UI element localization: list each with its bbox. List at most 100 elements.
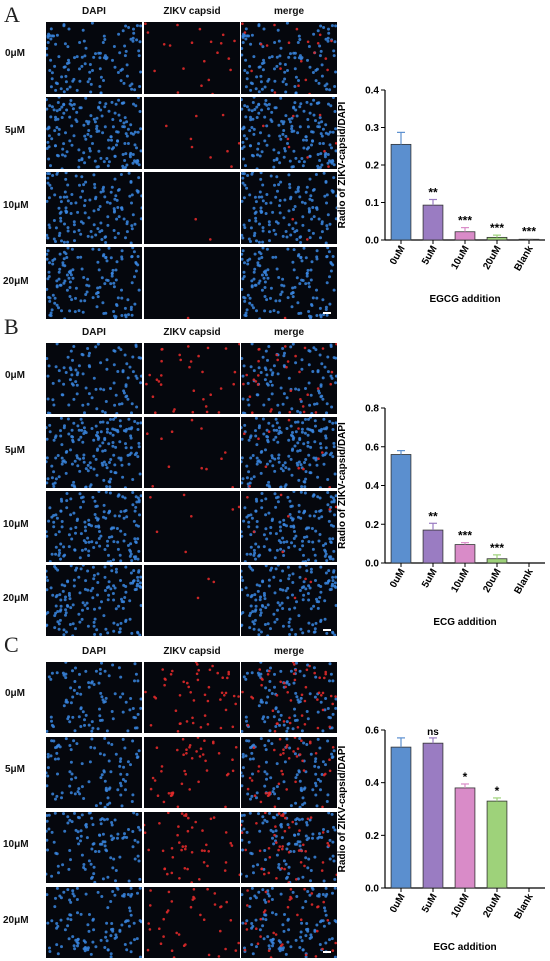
y-tick-label: 0.0 xyxy=(365,236,379,247)
y-axis-label: Radio of ZIKV-capsid/DAPI xyxy=(337,745,348,872)
y-tick-label: 0.4 xyxy=(365,86,379,97)
zikv-capsid-image xyxy=(144,491,240,562)
y-tick-label: 0.1 xyxy=(365,198,379,209)
x-tick-label: 0uM xyxy=(388,244,408,267)
dapi-image xyxy=(46,22,142,94)
x-axis-label: ECG addition xyxy=(433,617,496,628)
x-tick-label: 10uM xyxy=(449,244,471,272)
x-tick-label: 20uM xyxy=(481,244,503,272)
merge-image xyxy=(241,343,337,414)
merge-image xyxy=(241,887,337,958)
x-tick-label: 5uM xyxy=(420,892,440,915)
significance-label: *** xyxy=(490,221,504,235)
column-header-dapi: DAPI xyxy=(82,646,106,657)
dapi-image xyxy=(46,172,142,244)
zikv-capsid-image xyxy=(144,737,240,808)
x-tick-label: Blank xyxy=(512,244,535,273)
column-header-dapi: DAPI xyxy=(82,6,106,17)
bar-5uM xyxy=(422,529,444,564)
bar-10uM xyxy=(454,231,476,241)
merge-image xyxy=(241,247,337,319)
x-tick-label: Blank xyxy=(512,892,535,921)
zikv-capsid-image xyxy=(144,812,240,883)
dapi-image xyxy=(46,812,142,883)
bar-0uM xyxy=(390,143,412,241)
x-axis-label: EGCG addition xyxy=(429,294,500,305)
panel-letter: B xyxy=(4,314,19,339)
merge-image xyxy=(241,662,337,733)
column-header-merge: merge xyxy=(273,6,304,17)
row-label: 20μM xyxy=(3,915,29,926)
merge-image xyxy=(241,97,337,169)
merge-image xyxy=(241,565,337,636)
bar-20uM xyxy=(486,236,508,241)
y-tick-label: 0.6 xyxy=(365,726,379,737)
y-tick-label: 0.0 xyxy=(365,884,379,895)
dapi-image xyxy=(46,343,142,414)
dapi-image xyxy=(46,737,142,808)
row-label: 0μM xyxy=(5,370,26,381)
dapi-image xyxy=(46,417,142,488)
column-header-zikv: ZIKV capsid xyxy=(163,646,221,657)
x-tick-label: 0uM xyxy=(388,567,408,590)
significance-label: ** xyxy=(428,509,438,523)
bar-10uM xyxy=(454,787,476,889)
y-axis-label: Radio of ZIKV-capsid/DAPI xyxy=(337,422,348,549)
row-label: 10μM xyxy=(3,200,29,211)
merge-image xyxy=(241,812,337,883)
bar-20uM xyxy=(486,558,508,564)
panel-letter: C xyxy=(4,632,19,657)
bar-5uM xyxy=(422,204,444,241)
zikv-capsid-image xyxy=(144,247,240,319)
row-label: 0μM xyxy=(5,688,26,699)
zikv-capsid-image xyxy=(144,343,240,414)
row-label: 5μM xyxy=(5,764,26,775)
dapi-image xyxy=(46,247,142,319)
bar-chart: Radio of ZIKV-capsid/DAPI 0.0 0.2 0.4 0.6 0.8… xyxy=(337,404,545,628)
x-tick-label: 5uM xyxy=(420,244,440,267)
significance-label: *** xyxy=(458,214,472,228)
x-tick-label: Blank xyxy=(512,567,535,596)
x-axis-label: EGC addition xyxy=(433,942,496,953)
x-tick-label: 10uM xyxy=(449,567,471,595)
dapi-image xyxy=(46,662,142,733)
dapi-image xyxy=(46,565,142,636)
y-tick-label: 0.2 xyxy=(365,831,379,842)
significance-label: * xyxy=(463,770,468,784)
bar-0uM xyxy=(390,746,412,889)
merge-image xyxy=(241,737,337,808)
row-label: 5μM xyxy=(5,125,26,136)
bar-Blank xyxy=(518,238,540,241)
y-tick-label: 0.4 xyxy=(365,481,379,492)
x-tick-label: 0uM xyxy=(388,892,408,915)
significance-label: *** xyxy=(458,529,472,543)
column-header-zikv: ZIKV capsid xyxy=(163,6,221,17)
significance-label: ns xyxy=(427,727,439,738)
row-label: 20μM xyxy=(3,593,29,604)
bar-20uM xyxy=(486,800,508,889)
bar-5uM xyxy=(422,742,444,889)
significance-label: *** xyxy=(522,225,536,239)
row-label: 0μM xyxy=(5,48,26,59)
zikv-capsid-image xyxy=(144,417,240,488)
zikv-capsid-image xyxy=(144,662,240,733)
zikv-capsid-image xyxy=(144,887,240,958)
zikv-capsid-image xyxy=(144,565,240,636)
y-tick-label: 0.6 xyxy=(365,442,379,453)
dapi-image xyxy=(46,491,142,562)
row-label: 20μM xyxy=(3,276,29,287)
dapi-image xyxy=(46,97,142,169)
column-header-dapi: DAPI xyxy=(82,327,106,338)
row-label: 10μM xyxy=(3,519,29,530)
bar-chart: Radio of ZIKV-capsid/DAPI 0.0 0.2 0.4 0.6 0uM… xyxy=(337,726,545,953)
y-axis-label: Radio of ZIKV-capsid/DAPI xyxy=(337,101,348,228)
x-tick-label: 10uM xyxy=(449,892,471,920)
merge-image xyxy=(241,491,337,562)
column-header-merge: merge xyxy=(273,327,304,338)
column-header-zikv: ZIKV capsid xyxy=(163,327,221,338)
zikv-capsid-image xyxy=(144,172,240,244)
bar-0uM xyxy=(390,454,412,564)
y-tick-label: 0.0 xyxy=(365,559,379,570)
y-tick-label: 0.2 xyxy=(365,161,379,172)
merge-image xyxy=(241,22,337,94)
